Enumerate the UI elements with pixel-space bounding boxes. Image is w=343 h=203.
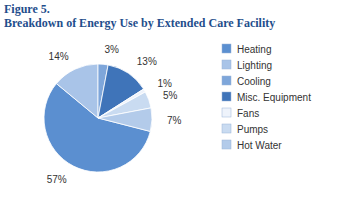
legend-swatch: [222, 140, 231, 149]
legend-label: Hot Water: [237, 140, 282, 151]
legend-label: Pumps: [237, 124, 268, 135]
legend-swatch: [222, 124, 231, 133]
legend: Heating Lighting Cooling Misc. Equipment Fan…: [222, 44, 311, 151]
slice: [98, 108, 152, 132]
legend-label: Heating: [237, 44, 271, 55]
chart: Figure 5.Breakdown of Energy Use by Exte…: [0, 0, 343, 203]
legend-swatch: [222, 76, 231, 85]
data-label: 57%: [47, 174, 67, 185]
data-label: 7%: [167, 115, 182, 126]
data-label: 1%: [157, 78, 172, 89]
data-label: 5%: [163, 90, 178, 101]
slice: [56, 64, 98, 118]
legend-swatch: [222, 108, 231, 117]
legend-label: Misc. Equipment: [237, 92, 311, 103]
subtitle: Breakdown of Energy Use by Extended Care…: [4, 16, 275, 30]
legend-label: Fans: [237, 108, 259, 119]
legend-swatch: [222, 44, 231, 53]
legend-swatch: [222, 92, 231, 101]
legend-label: Cooling: [237, 76, 271, 87]
pie: [44, 64, 152, 172]
legend-swatch: [222, 60, 231, 69]
title: Figure 5.: [4, 2, 50, 16]
data-label: 3%: [104, 44, 119, 55]
data-label: 13%: [137, 56, 157, 67]
data-label: 14%: [49, 51, 69, 62]
legend-label: Lighting: [237, 60, 272, 71]
